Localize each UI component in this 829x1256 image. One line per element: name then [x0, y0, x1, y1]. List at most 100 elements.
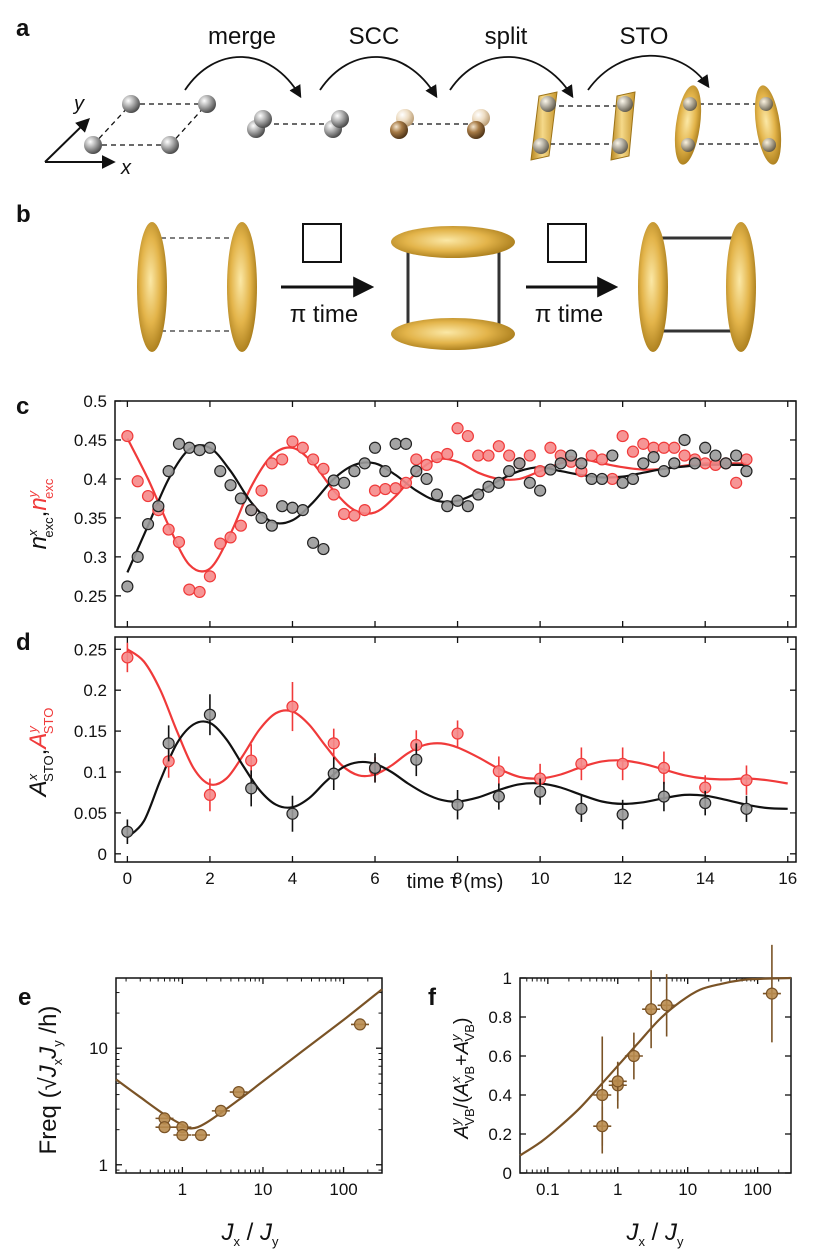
data-point-black: [740, 802, 753, 815]
y-tick-label: 0.35: [74, 509, 107, 528]
data-point-black: [616, 808, 629, 821]
data-point-red: [637, 437, 650, 450]
x-axis-title-d: time τ (ms): [407, 871, 504, 893]
panel-e: e 1 10 100 1 10 Jx / Jy Freq (√JxJy /h): [18, 977, 383, 1249]
data-point-red: [420, 458, 433, 472]
data-point-brown: [627, 1049, 640, 1063]
data-point-red: [131, 475, 144, 488]
data-point-black: [451, 798, 464, 811]
data-point-red: [461, 429, 474, 443]
axis-x-label: x: [120, 157, 132, 179]
data-point-red: [678, 449, 691, 462]
data-point-red: [492, 440, 505, 453]
data-point-red: [410, 453, 423, 466]
merged-double-wells: [247, 110, 349, 138]
data-point-red: [657, 441, 671, 454]
y-tick-label: 0: [503, 1164, 512, 1183]
data-point-black: [575, 802, 588, 815]
split-bars: [530, 91, 636, 161]
x-tick-label: 14: [696, 869, 715, 888]
plot-frame-e: [115, 977, 383, 1174]
data-point-red: [389, 482, 402, 495]
data-point-black: [399, 437, 413, 450]
data-point-brown: [596, 1088, 609, 1102]
data-point-black: [379, 465, 392, 478]
double-well-right: [227, 222, 257, 352]
data-point-red: [234, 519, 247, 532]
data-point-red: [740, 774, 753, 787]
data-point-red: [430, 451, 444, 464]
pi-time-label: π time: [290, 301, 359, 328]
x-axis-title-e: Jx / Jy: [220, 1219, 279, 1249]
data-point-black: [317, 542, 330, 556]
double-well-top: [391, 226, 515, 258]
x-tick-label: 12: [613, 869, 632, 888]
data-point-red: [626, 445, 640, 458]
data-point-black: [626, 472, 640, 486]
data-point-brown: [176, 1128, 189, 1142]
data-point-black: [575, 457, 588, 470]
data-point-red: [358, 504, 371, 517]
data-point-red: [492, 765, 505, 778]
panel-label-a: a: [16, 15, 30, 42]
data-point-brown: [611, 1075, 624, 1088]
y-tick-label: 0.25: [74, 587, 107, 606]
data-point-brown: [660, 999, 673, 1012]
double-well-right: [726, 222, 756, 352]
panel-a: a x y: [16, 15, 782, 179]
data-points-f: [593, 944, 781, 1154]
data-point-red: [616, 757, 629, 770]
y-tick-label: 0.15: [74, 722, 107, 741]
axis-ticks-e: 1 10 100 1 10: [89, 978, 382, 1199]
data-point-black: [276, 500, 289, 513]
y-tick-label: 0.45: [74, 431, 107, 450]
data-point-red: [379, 482, 392, 496]
step-label-sto: STO: [620, 23, 669, 50]
data-point-red: [286, 700, 299, 713]
plaquette-four-atoms: [84, 95, 216, 154]
data-point-black: [668, 457, 681, 470]
y-tick-label: 0.1: [83, 763, 107, 782]
data-point-black: [503, 465, 516, 478]
data-point-black: [678, 433, 691, 447]
x-tick-label: 8: [453, 869, 462, 888]
data-point-red: [616, 429, 629, 443]
scc-pairs: [390, 109, 490, 139]
data-point-black: [368, 441, 382, 454]
data-point-black: [688, 457, 701, 470]
data-point-red: [451, 422, 464, 435]
data-point-brown: [158, 1121, 171, 1134]
x-tick-label: 1: [178, 1180, 187, 1199]
y-axis-title-d: AxSTO,AySTO: [25, 708, 56, 799]
panel-b: b π time π time: [16, 201, 756, 352]
fit-curve-brown: [519, 976, 792, 1157]
data-point-red: [534, 465, 547, 478]
fit-curve-black: [126, 444, 747, 573]
data-point-red: [296, 441, 309, 454]
data-point-black: [203, 441, 217, 454]
y-tick-label: 0.8: [488, 1008, 512, 1027]
data-point-black: [430, 488, 444, 501]
data-point-red: [141, 489, 155, 503]
xy-axes-icon: x y: [44, 93, 132, 179]
y-tick-label: 10: [89, 1039, 108, 1058]
data-point-red: [606, 472, 619, 486]
data-point-black: [534, 484, 547, 497]
data-point-black: [637, 457, 650, 470]
data-point-black: [307, 536, 320, 549]
y-tick-label: 0.5: [83, 392, 107, 411]
x-tick-label: 10: [678, 1180, 697, 1199]
data-point-red: [327, 488, 340, 501]
double-well-left: [137, 222, 167, 352]
data-point-black: [203, 708, 217, 721]
data-point-red: [255, 484, 268, 497]
data-point-black: [595, 472, 609, 486]
data-point-black: [719, 457, 732, 470]
step-arrows: merge SCC split STO: [184, 23, 710, 99]
data-point-black: [699, 796, 712, 810]
data-point-black: [534, 785, 547, 798]
panel-d: d 0 2 4 6 8 10 12 14 16 0 0.05 0.1 0.15 0.2 0.25 time …: [16, 629, 797, 893]
panel-label-e: e: [18, 984, 31, 1011]
data-point-red: [214, 537, 227, 550]
